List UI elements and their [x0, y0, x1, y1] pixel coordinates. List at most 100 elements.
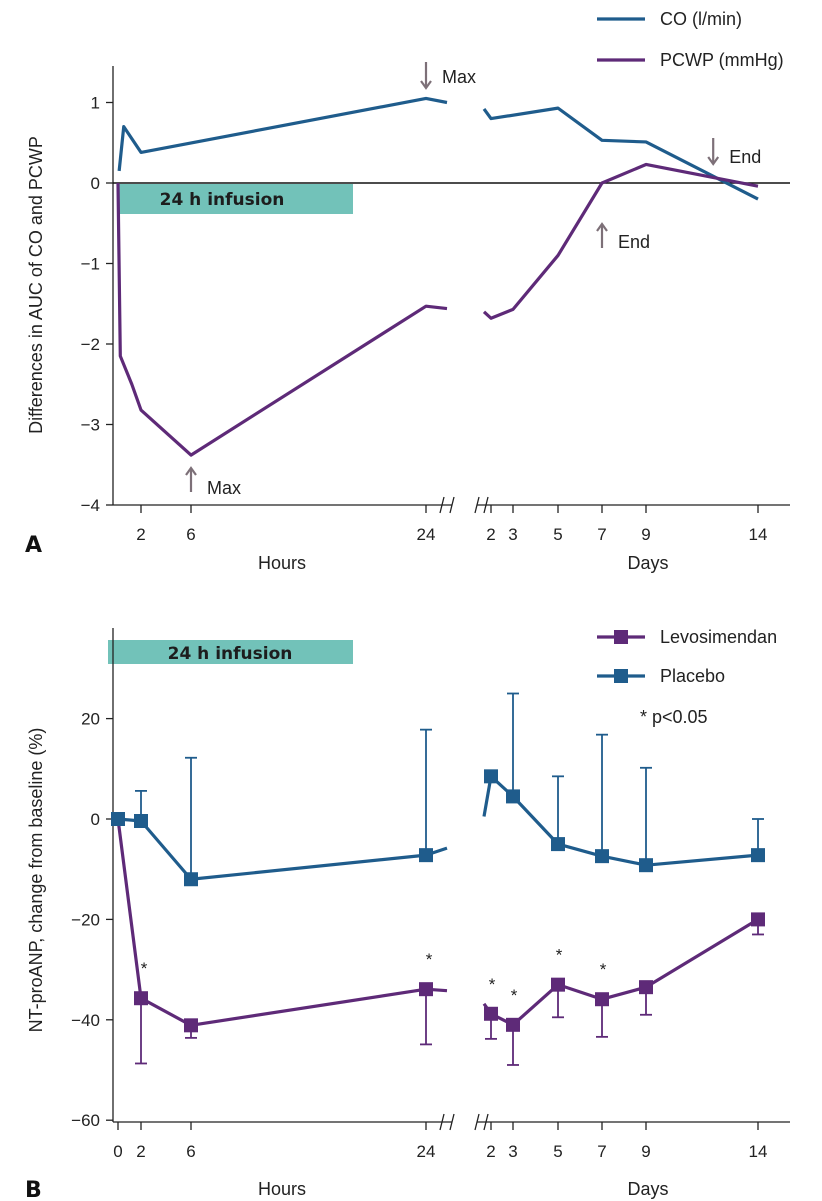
y-tick-label: −20 — [71, 910, 100, 929]
legend-marker — [614, 630, 628, 644]
significance-star: * — [600, 960, 607, 979]
infusion-bar — [118, 184, 353, 214]
data-point — [595, 992, 609, 1007]
data-point — [751, 848, 765, 863]
infusion-label: 24 h infusion — [168, 644, 293, 664]
annotation-arrowhead — [707, 156, 720, 166]
legend-a: CO (l/min) PCWP (mmHg) — [597, 9, 784, 70]
legend-label: Levosimendan — [660, 627, 777, 647]
panel-label: B — [25, 1178, 42, 1201]
x-axis-break — [439, 496, 445, 514]
x-axis-label-hours: Hours — [258, 1179, 306, 1199]
data-point — [639, 858, 653, 873]
data-point — [184, 872, 198, 887]
x-tick-label: 24 — [417, 1142, 436, 1161]
x-tick-label: 3 — [508, 525, 517, 544]
x-axis-break — [474, 1113, 480, 1131]
y-tick-label: −2 — [81, 335, 100, 354]
x-axis-break — [449, 496, 455, 514]
data-point — [595, 849, 609, 864]
series-levosimendan: * * * * * * — [111, 812, 765, 1066]
x-tick-label: 6 — [186, 525, 195, 544]
panel-a: 24 h infusion 1 0 −1 −2 −3 −4 Differences in AU… — [25, 62, 790, 573]
x-tick-label: 2 — [136, 1142, 145, 1161]
data-point — [484, 1006, 498, 1021]
x-tick-label: 2 — [486, 1142, 495, 1161]
data-point — [551, 977, 565, 992]
x-axis-break — [483, 496, 489, 514]
series-line-hours — [117, 817, 448, 881]
x-axis-label-days: Days — [627, 553, 668, 573]
x-tick-label: 5 — [553, 1142, 562, 1161]
x-axis-label-days: Days — [627, 1179, 668, 1199]
data-point — [419, 848, 433, 863]
data-point — [134, 814, 148, 829]
infusion-label: 24 h infusion — [160, 190, 285, 210]
annotation-label: End — [618, 232, 650, 252]
x-axis-label-hours: Hours — [258, 553, 306, 573]
significance-star: * — [426, 950, 433, 969]
series-line-hours — [116, 182, 448, 457]
series-line-hours — [117, 96, 448, 172]
legend-label: PCWP (mmHg) — [660, 50, 784, 70]
significance-note: * p<0.05 — [640, 707, 708, 727]
x-tick-label: 7 — [597, 1142, 606, 1161]
x-axis-break — [449, 1113, 455, 1131]
significance-star: * — [511, 986, 518, 1005]
x-tick-label: 2 — [136, 525, 145, 544]
data-point — [134, 991, 148, 1006]
y-tick-label: 0 — [91, 174, 100, 193]
data-point — [484, 769, 498, 784]
series-line-days — [482, 106, 759, 201]
annotation-label: End — [729, 147, 761, 167]
annotation-arrowhead — [596, 222, 608, 232]
annotation-arrowhead — [185, 466, 197, 476]
data-point — [506, 1017, 520, 1032]
y-tick-label: −4 — [81, 496, 100, 515]
x-axis-break — [439, 1113, 445, 1131]
x-tick-label: 2 — [486, 525, 495, 544]
x-tick-label: 14 — [749, 525, 768, 544]
series-pcwp-mmhg — [116, 162, 759, 457]
y-axis-label: NT-proANP, change from baseline (%) — [26, 728, 46, 1033]
y-tick-label: 20 — [81, 710, 100, 729]
annotation-label: Max — [442, 67, 476, 87]
panel-label: A — [25, 533, 42, 558]
x-tick-label: 14 — [749, 1142, 768, 1161]
data-point — [184, 1018, 198, 1033]
x-tick-label: 24 — [417, 525, 436, 544]
annotation-arrowhead — [420, 80, 432, 90]
data-point — [551, 837, 565, 852]
x-tick-label: 3 — [508, 1142, 517, 1161]
series-line-days — [482, 774, 759, 867]
x-tick-label: 6 — [186, 1142, 195, 1161]
data-point — [751, 912, 765, 927]
series-co-l-min — [117, 96, 759, 201]
significance-star: * — [141, 959, 148, 978]
y-tick-label: 0 — [91, 810, 100, 829]
x-axis-break — [474, 496, 480, 514]
data-point — [639, 980, 653, 995]
y-axis-label: Differences in AUC of CO and PCWP — [26, 136, 46, 434]
data-point — [419, 982, 433, 997]
x-tick-label: 0 — [113, 1142, 122, 1161]
x-tick-label: 5 — [553, 525, 562, 544]
y-tick-label: 1 — [91, 94, 100, 113]
series-placebo — [111, 692, 765, 887]
y-tick-label: −3 — [81, 416, 100, 435]
y-tick-label: −60 — [71, 1111, 100, 1130]
data-point — [506, 789, 520, 804]
legend-b: Levosimendan Placebo * p<0.05 — [597, 627, 777, 727]
significance-star: * — [489, 975, 496, 994]
x-tick-label: 9 — [641, 525, 650, 544]
series-line-days — [482, 918, 759, 1027]
series-line-days — [482, 162, 759, 320]
infusion-bar — [108, 640, 353, 664]
annotation-label: Max — [207, 478, 241, 498]
significance-star: * — [556, 946, 563, 965]
data-point — [111, 812, 125, 826]
legend-marker — [614, 669, 628, 683]
x-tick-label: 9 — [641, 1142, 650, 1161]
